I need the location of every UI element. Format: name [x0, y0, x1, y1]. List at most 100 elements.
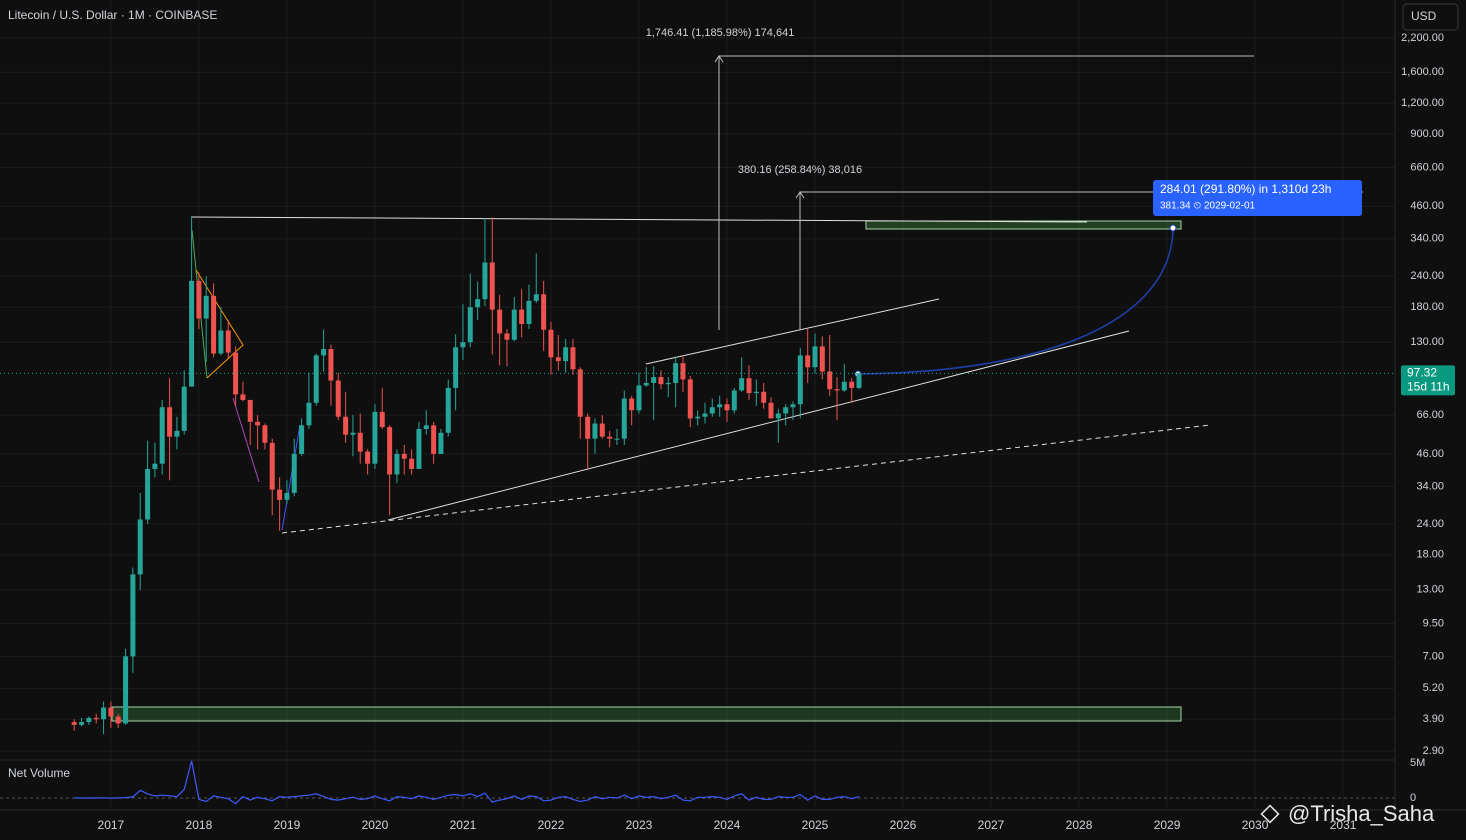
y-tick-label: 24.00 [1416, 518, 1444, 530]
last-price-box [1401, 365, 1455, 396]
x-tick-label: 2030 [1242, 818, 1269, 832]
candle-body [123, 656, 129, 724]
candle-body [563, 347, 569, 362]
annotation: 284.01 (291.80%) in 1,310d 23h [1160, 182, 1331, 196]
candle-body [819, 346, 825, 372]
candle-body [291, 453, 297, 493]
x-tick-label: 2027 [978, 818, 1005, 832]
candle-body [526, 300, 532, 324]
candle-body [189, 280, 195, 387]
candle-body [482, 262, 488, 300]
candle-body [709, 407, 715, 414]
y-tick-label: 1,200.00 [1401, 97, 1444, 109]
x-tick-label: 2031 [1330, 818, 1357, 832]
trendline [387, 330, 1130, 521]
candle-body [467, 307, 473, 343]
candle-body [673, 363, 679, 383]
trendline [645, 298, 940, 365]
chart-title: Litecoin / U.S. Dollar · 1M · COINBASE [8, 8, 217, 22]
candle-body [218, 330, 224, 354]
annotation: 1,746.41 (1,185.98%) 174,641 [646, 27, 795, 39]
candle-body [233, 352, 239, 395]
currency[interactable]: USD [1411, 9, 1437, 23]
candle-body [746, 378, 752, 394]
watermark: @Trisha_Saha [1288, 801, 1435, 826]
y-tick-label: 5.20 [1423, 682, 1444, 694]
candle-body [145, 468, 151, 520]
candle-body [695, 416, 701, 419]
candle-body [203, 295, 209, 319]
candle-body [101, 707, 107, 720]
y-tick-label: 0 [1410, 792, 1416, 804]
y-tick-label: 460.00 [1410, 200, 1444, 212]
candle-body [519, 309, 525, 324]
candle-body [167, 407, 173, 437]
candle-body [152, 463, 158, 469]
x-tick-label: 2018 [186, 818, 213, 832]
candle-body [585, 416, 591, 439]
candle-body [284, 492, 290, 500]
y-tick-label: 1,600.00 [1401, 66, 1444, 78]
annotation: 380.16 (258.84%) 38,016 [738, 164, 862, 176]
candle-body [680, 363, 686, 380]
y-tick-label: 3.90 [1423, 713, 1444, 725]
y-tick-label: 180.00 [1410, 301, 1444, 313]
zone [865, 220, 1182, 230]
candle-body [423, 425, 429, 429]
candle-body [533, 294, 539, 301]
candle-body [687, 379, 693, 419]
drawings [111, 55, 1363, 722]
candle-body [372, 411, 378, 464]
candle-body [651, 377, 657, 383]
x-tick-label: 2024 [714, 818, 741, 832]
zone [111, 706, 1182, 722]
candle-body [797, 355, 803, 405]
y-tick-label: 34.00 [1416, 480, 1444, 492]
candle-body [827, 371, 833, 390]
candle-body [607, 436, 613, 439]
candle-body [321, 349, 327, 356]
candle-body [93, 717, 99, 720]
y-tick-label: 240.00 [1410, 270, 1444, 282]
candle-body [174, 430, 180, 437]
candle-body [783, 407, 789, 414]
forecast-curve [857, 227, 1174, 375]
grid [0, 0, 1395, 810]
sketch [281, 424, 301, 531]
candle-body [115, 716, 121, 724]
last-price: 97.32 [1407, 366, 1437, 380]
candle-body [592, 423, 598, 439]
candle-body [812, 346, 818, 368]
candle-body [511, 309, 517, 340]
sketch [232, 397, 260, 483]
candle-body [636, 385, 642, 411]
candle-body [181, 386, 187, 431]
candle-body [350, 432, 356, 435]
candle-body [387, 427, 393, 475]
candle-body [328, 349, 334, 381]
candle-body [445, 387, 451, 433]
candle-body [739, 378, 745, 391]
candle-body [621, 398, 627, 439]
candle-body [753, 391, 759, 394]
candle-body [365, 451, 371, 464]
candle-body [240, 394, 246, 400]
trendline [281, 424, 1211, 534]
y-tick-label: 7.00 [1423, 650, 1444, 662]
x-tick-label: 2025 [802, 818, 829, 832]
y-tick-label: 900.00 [1410, 128, 1444, 140]
candle-body [453, 347, 459, 388]
x-tick-label: 2017 [98, 818, 125, 832]
candle-body [130, 574, 136, 657]
candle-body [834, 389, 840, 391]
candle-body [541, 294, 547, 330]
candle-body [299, 425, 305, 454]
candle-body [277, 489, 283, 500]
candle-body [401, 453, 407, 459]
currency-button[interactable] [1402, 3, 1459, 31]
candle-body [489, 262, 495, 310]
y-tick-label: 340.00 [1410, 233, 1444, 245]
candle-body [247, 399, 253, 422]
sketch [195, 269, 244, 379]
candle-body [548, 329, 554, 358]
